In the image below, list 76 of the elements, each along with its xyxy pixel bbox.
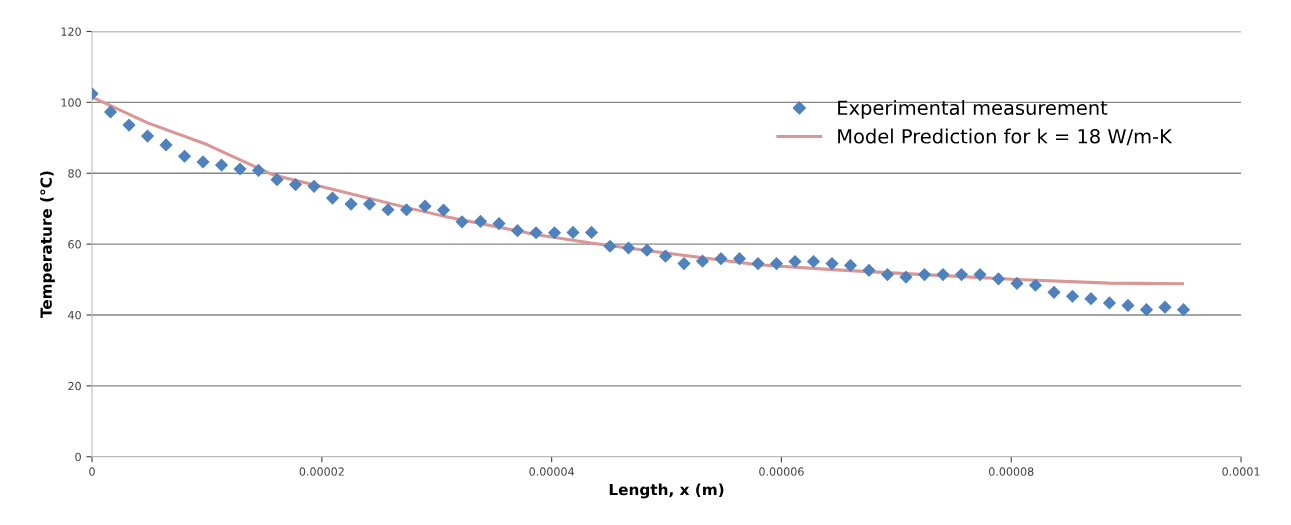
point <box>436 203 451 217</box>
x-axis-title: Length, x (m) <box>609 483 724 499</box>
point <box>399 203 414 217</box>
y-tick-label: 40 <box>68 310 81 320</box>
x-tick-label: 0.00002 <box>299 467 344 476</box>
point <box>288 178 303 192</box>
point <box>732 252 747 266</box>
point <box>1121 298 1135 313</box>
point <box>899 270 913 284</box>
point <box>603 239 617 253</box>
y-tick-label: 60 <box>68 240 81 249</box>
y-tick-label: 100 <box>61 98 81 107</box>
point <box>1176 303 1191 317</box>
point <box>1010 276 1024 291</box>
point <box>973 268 987 282</box>
point <box>954 268 969 282</box>
point <box>917 268 932 282</box>
point <box>825 257 839 271</box>
x-tick-label: 0.00004 <box>529 467 574 476</box>
x-tick-label: 0.00006 <box>759 467 804 476</box>
y-tick-label: 20 <box>68 381 81 391</box>
point <box>233 162 247 176</box>
point <box>251 163 266 177</box>
point <box>1084 292 1098 306</box>
point <box>473 214 488 229</box>
point <box>270 173 284 187</box>
point <box>566 225 580 240</box>
point <box>1065 289 1080 303</box>
point <box>455 215 469 229</box>
point <box>529 226 543 240</box>
point <box>418 199 432 213</box>
point <box>1139 303 1154 317</box>
y-tick-label: 0 <box>75 452 81 462</box>
point <box>1047 285 1061 299</box>
y-tick-label: 120 <box>61 27 81 36</box>
point <box>344 197 358 211</box>
point <box>159 138 173 152</box>
point <box>140 129 155 143</box>
point <box>492 216 506 231</box>
point <box>991 272 1006 286</box>
point <box>714 252 728 266</box>
point <box>788 254 802 269</box>
x-tick-label: 0 <box>89 467 95 476</box>
point <box>1028 278 1043 292</box>
point <box>510 224 525 238</box>
point <box>196 155 210 169</box>
point <box>1158 300 1172 314</box>
point <box>769 257 784 271</box>
point <box>214 158 229 172</box>
point <box>362 197 377 211</box>
point <box>936 268 950 282</box>
point <box>640 243 654 257</box>
point <box>381 203 395 217</box>
point <box>843 258 858 272</box>
point <box>658 249 673 263</box>
point <box>677 257 691 271</box>
y-tick-label: 80 <box>68 169 81 178</box>
point <box>880 268 895 282</box>
point <box>547 226 562 240</box>
point <box>1102 296 1117 310</box>
point <box>695 254 710 268</box>
point <box>584 225 599 240</box>
point <box>325 191 340 205</box>
point <box>103 105 118 119</box>
legend-label: Model Prediction for k = 18 W/m-K <box>838 128 1173 146</box>
point <box>862 263 876 277</box>
x-tick-label: 0.00008 <box>989 467 1034 476</box>
legend-label: Experimental measurement <box>838 100 1108 119</box>
y-axis-title: Temperature (°C) <box>40 171 55 319</box>
point <box>806 254 821 269</box>
x-tick-label: 0.0001 <box>1222 467 1260 476</box>
point <box>177 149 192 163</box>
point <box>122 118 136 132</box>
point <box>307 179 321 193</box>
point <box>751 257 765 271</box>
point <box>621 241 636 255</box>
